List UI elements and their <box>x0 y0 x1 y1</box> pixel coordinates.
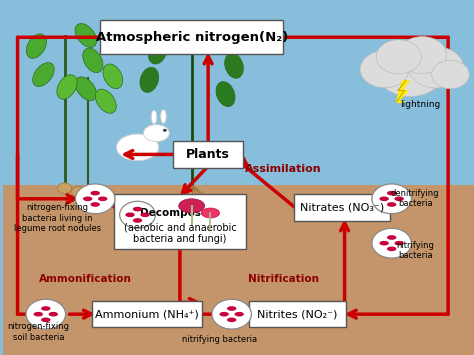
Ellipse shape <box>379 241 389 246</box>
Ellipse shape <box>140 212 150 217</box>
Ellipse shape <box>125 212 135 217</box>
Circle shape <box>57 183 72 193</box>
Ellipse shape <box>207 28 227 53</box>
Ellipse shape <box>91 202 100 207</box>
Ellipse shape <box>219 312 229 317</box>
Circle shape <box>75 184 115 214</box>
Ellipse shape <box>57 75 77 99</box>
Text: lightning: lightning <box>400 100 440 109</box>
Ellipse shape <box>151 110 157 124</box>
Text: Nitrates (NO₃⁻): Nitrates (NO₃⁻) <box>300 203 384 213</box>
Ellipse shape <box>216 82 235 106</box>
Ellipse shape <box>83 197 92 201</box>
Circle shape <box>398 37 447 73</box>
Ellipse shape <box>235 312 244 317</box>
Text: nitrogen-fixing
bacteria living in
legume root nodules: nitrogen-fixing bacteria living in legum… <box>14 203 101 233</box>
Text: Decomposers: Decomposers <box>140 208 219 218</box>
Ellipse shape <box>98 197 108 201</box>
Bar <box>3 185 474 355</box>
Circle shape <box>372 228 411 258</box>
Text: Assimilation: Assimilation <box>245 164 322 174</box>
Ellipse shape <box>83 48 103 72</box>
FancyBboxPatch shape <box>173 141 244 168</box>
FancyBboxPatch shape <box>249 301 346 327</box>
Ellipse shape <box>225 53 243 78</box>
Ellipse shape <box>75 23 97 48</box>
Ellipse shape <box>117 134 159 160</box>
Ellipse shape <box>179 199 205 213</box>
Text: nitrifying bacteria: nitrifying bacteria <box>182 334 257 344</box>
Ellipse shape <box>201 208 219 218</box>
FancyBboxPatch shape <box>91 301 202 327</box>
Ellipse shape <box>33 62 54 87</box>
Ellipse shape <box>387 246 396 251</box>
Ellipse shape <box>387 202 396 207</box>
Ellipse shape <box>133 218 142 223</box>
Circle shape <box>72 186 86 197</box>
Text: Ammonification: Ammonification <box>39 274 132 284</box>
Ellipse shape <box>140 67 159 92</box>
Circle shape <box>376 40 421 74</box>
Text: Nitrites (NO₂⁻): Nitrites (NO₂⁻) <box>257 309 338 319</box>
Ellipse shape <box>161 110 166 123</box>
Circle shape <box>409 47 464 88</box>
Ellipse shape <box>227 306 237 311</box>
Ellipse shape <box>133 207 142 211</box>
Circle shape <box>212 299 251 329</box>
Text: nitrifying
bacteria: nitrifying bacteria <box>396 241 434 260</box>
Circle shape <box>26 299 65 329</box>
FancyBboxPatch shape <box>294 195 391 221</box>
Text: denitrifying
bacteria: denitrifying bacteria <box>391 189 439 208</box>
Ellipse shape <box>34 312 43 317</box>
Circle shape <box>432 60 469 89</box>
Text: (aerobic and anaerobic
bacteria and fungi): (aerobic and anaerobic bacteria and fung… <box>124 222 236 244</box>
Text: Plants: Plants <box>186 148 230 161</box>
Circle shape <box>372 184 411 214</box>
Circle shape <box>377 45 444 97</box>
Ellipse shape <box>394 197 404 201</box>
Ellipse shape <box>41 317 51 322</box>
Ellipse shape <box>49 312 58 317</box>
Polygon shape <box>396 81 409 102</box>
Ellipse shape <box>227 317 237 322</box>
Circle shape <box>119 201 155 228</box>
Ellipse shape <box>394 241 404 246</box>
FancyBboxPatch shape <box>100 20 283 54</box>
Circle shape <box>163 129 167 132</box>
Circle shape <box>86 185 100 195</box>
FancyBboxPatch shape <box>114 194 246 249</box>
Ellipse shape <box>41 306 51 311</box>
Ellipse shape <box>148 39 167 64</box>
Text: Ammonium (NH₄⁺): Ammonium (NH₄⁺) <box>95 309 199 319</box>
Text: nitrogen-fixing
soil bacteria: nitrogen-fixing soil bacteria <box>8 322 70 342</box>
Text: Atmospheric nitrogen(N₂): Atmospheric nitrogen(N₂) <box>96 31 288 44</box>
Ellipse shape <box>95 89 116 113</box>
Ellipse shape <box>387 235 396 240</box>
Bar <box>3 0 474 185</box>
Text: Nitrification: Nitrification <box>248 274 319 284</box>
Ellipse shape <box>379 197 389 201</box>
Ellipse shape <box>91 191 100 195</box>
Ellipse shape <box>387 191 396 195</box>
Ellipse shape <box>144 125 169 142</box>
Ellipse shape <box>26 34 46 58</box>
Circle shape <box>360 51 409 88</box>
Ellipse shape <box>103 64 123 89</box>
Ellipse shape <box>75 77 97 101</box>
